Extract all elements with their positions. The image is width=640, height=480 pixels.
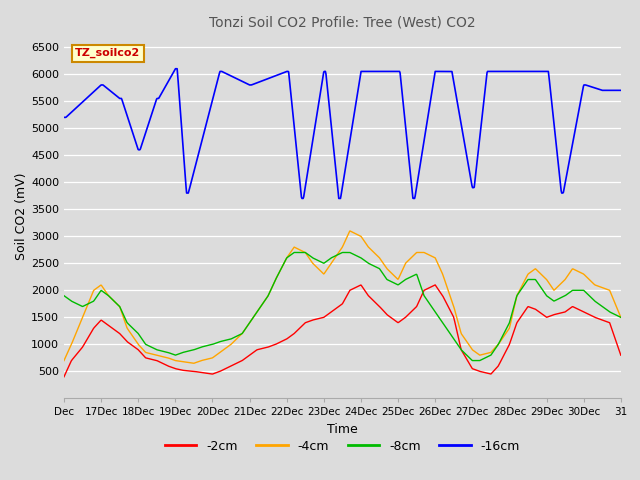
X-axis label: Time: Time	[327, 423, 358, 436]
Y-axis label: Soil CO2 (mV): Soil CO2 (mV)	[15, 172, 28, 260]
Legend: -2cm, -4cm, -8cm, -16cm: -2cm, -4cm, -8cm, -16cm	[160, 435, 525, 458]
Title: Tonzi Soil CO2 Profile: Tree (West) CO2: Tonzi Soil CO2 Profile: Tree (West) CO2	[209, 16, 476, 30]
Text: TZ_soilco2: TZ_soilco2	[75, 48, 140, 59]
